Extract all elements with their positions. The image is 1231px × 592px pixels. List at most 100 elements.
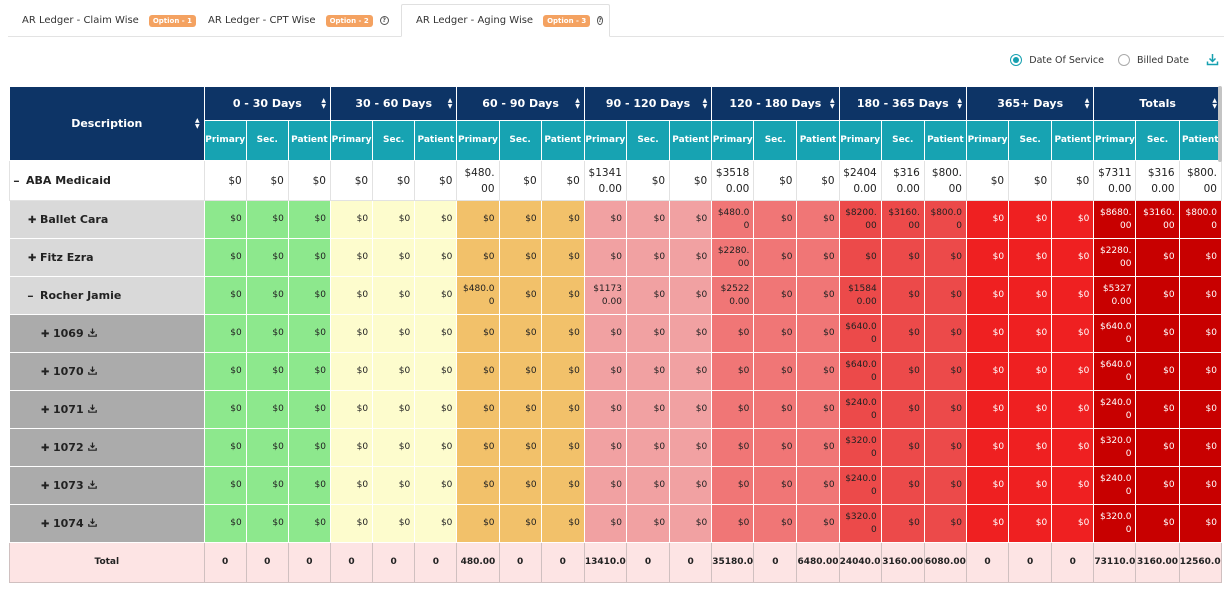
- column-subheader[interactable]: Patient: [923, 120, 967, 161]
- column-subheader[interactable]: Sec.: [498, 120, 542, 161]
- amount-cell: $8680.00: [1093, 200, 1137, 239]
- column-subheader[interactable]: Sec.: [625, 120, 671, 161]
- amount-cell: $0: [245, 200, 289, 239]
- column-group-header[interactable]: 365+ Days ▲ ▼: [965, 86, 1095, 121]
- aging-table-container[interactable]: Description ▲ ▼ 0 - 30 Days ▲ ▼ 30 - 60 Days…: [9, 86, 1222, 584]
- column-subheader[interactable]: Sec.: [753, 120, 798, 161]
- column-group-header[interactable]: 0 - 30 Days ▲ ▼: [203, 86, 332, 121]
- column-subheader[interactable]: Primary: [456, 120, 500, 161]
- help-icon[interactable]: ?: [597, 16, 603, 25]
- sort-icon[interactable]: ▲ ▼: [194, 116, 200, 130]
- tab-aging-wise[interactable]: AR Ledger - Aging Wise Option - 3 ?: [401, 4, 610, 37]
- download-icon[interactable]: [87, 328, 97, 340]
- column-subheader[interactable]: Patient: [540, 120, 585, 161]
- download-icon[interactable]: [87, 404, 97, 416]
- amount-cell: $480.00: [711, 200, 755, 239]
- amount-cell: $640.00: [838, 314, 882, 353]
- amount-cell: $0: [540, 160, 585, 201]
- amount-cell: $0: [414, 504, 458, 543]
- expand-icon[interactable]: ✚: [28, 215, 37, 226]
- tab-claim-wise[interactable]: AR Ledger - Claim Wise Option - 1: [8, 4, 196, 37]
- column-subheader[interactable]: Sec.: [372, 120, 416, 161]
- amount-cell: $0: [456, 352, 500, 391]
- table-row[interactable]: ✚ 1073 $0 $0 $0 $0 $0 $0 $0 $0 $0 $0 $0 $0 $0 $0 $0 $240.…: [9, 466, 1222, 505]
- radio-label: Date Of Service: [1029, 54, 1104, 66]
- radio-billed-date[interactable]: Billed Date: [1117, 54, 1189, 66]
- table-row[interactable]: ✚ 1074 $0 $0 $0 $0 $0 $0 $0 $0 $0 $0 $0 $0 $0 $0 $0 $320.…: [9, 504, 1222, 543]
- column-subheader[interactable]: Sec.: [1135, 120, 1180, 161]
- column-subheader[interactable]: Patient: [414, 120, 458, 161]
- column-subheader[interactable]: Primary: [329, 120, 374, 161]
- tab-cpt-wise[interactable]: AR Ledger - CPT Wise Option - 2 ?: [194, 4, 401, 37]
- sort-icon[interactable]: ▲ ▼: [829, 96, 835, 110]
- column-subheader[interactable]: Primary: [711, 120, 755, 161]
- sort-icon[interactable]: ▲ ▼: [447, 96, 453, 110]
- column-subheader[interactable]: Patient: [669, 120, 713, 161]
- amount-cell: $0: [372, 276, 416, 315]
- column-subheader[interactable]: Patient: [287, 120, 332, 161]
- table-row[interactable]: ✚ Fitz Ezra $0 $0 $0 $0 $0 $0 $0 $0 $0 $0 $0 $0 $2280.…: [9, 238, 1222, 277]
- expand-icon[interactable]: ✚: [41, 481, 50, 492]
- table-row[interactable]: ✚ 1072 $0 $0 $0 $0 $0 $0 $0 $0 $0 $0 $0 $0 $0 $0 $0 $320.…: [9, 428, 1222, 467]
- amount-cell: $0: [203, 238, 247, 277]
- download-icon[interactable]: [87, 518, 97, 530]
- column-subheader[interactable]: Primary: [965, 120, 1010, 161]
- sort-icon[interactable]: ▲ ▼: [957, 96, 962, 110]
- column-group-header[interactable]: 180 - 365 Days ▲ ▼: [838, 86, 967, 121]
- amount-cell: $0: [329, 390, 374, 429]
- expand-icon[interactable]: ✚: [41, 367, 50, 378]
- sort-icon[interactable]: ▲ ▼: [1212, 96, 1217, 110]
- sort-icon[interactable]: ▲ ▼: [321, 96, 326, 110]
- column-subheader[interactable]: Patient: [1178, 120, 1222, 161]
- column-subheader[interactable]: Patient: [796, 120, 840, 161]
- download-icon[interactable]: [87, 442, 97, 454]
- amount-cell: $0: [287, 466, 332, 505]
- amount-cell: $0: [923, 390, 967, 429]
- amount-cell: $800.00: [1178, 200, 1222, 239]
- column-subheader[interactable]: Primary: [1093, 120, 1137, 161]
- sort-icon[interactable]: ▲ ▼: [575, 96, 580, 110]
- table-row[interactable]: ━ ABA Medicaid $0 $0 $0 $0 $0 $0 $480.00 $0 $0 $134…: [9, 160, 1222, 201]
- column-header-description[interactable]: Description ▲ ▼: [9, 86, 205, 161]
- sort-icon[interactable]: ▲ ▼: [702, 96, 708, 110]
- expand-icon[interactable]: ✚: [28, 253, 37, 264]
- expand-icon[interactable]: ✚: [41, 329, 50, 340]
- table-row[interactable]: ✚ 1069 $0 $0 $0 $0 $0 $0 $0 $0 $0 $0 $0 $0 $0 $0 $0 $640.…: [9, 314, 1222, 353]
- total-cell: 0: [1008, 542, 1053, 583]
- expand-icon[interactable]: ✚: [41, 519, 50, 530]
- column-subheader[interactable]: Sec.: [880, 120, 925, 161]
- radio-date-of-service[interactable]: Date Of Service: [1010, 54, 1104, 66]
- collapse-icon[interactable]: ━: [28, 292, 33, 301]
- sort-icon[interactable]: ▲ ▼: [1084, 96, 1090, 110]
- column-subheader[interactable]: Sec.: [245, 120, 289, 161]
- table-row[interactable]: ━ Rocher Jamie $0 $0 $0 $0 $0 $0 $480.00 $0 $0 $117…: [9, 276, 1222, 315]
- amount-cell: $0: [1178, 466, 1222, 505]
- column-group-header[interactable]: 30 - 60 Days ▲ ▼: [329, 86, 458, 121]
- table-row[interactable]: ✚ 1070 $0 $0 $0 $0 $0 $0 $0 $0 $0 $0 $0 $0 $0 $0 $0 $640.…: [9, 352, 1222, 391]
- table-row[interactable]: ✚ 1071 $0 $0 $0 $0 $0 $0 $0 $0 $0 $0 $0 $0 $0 $0 $0 $240.…: [9, 390, 1222, 429]
- column-group-header[interactable]: 60 - 90 Days ▲ ▼: [456, 86, 585, 121]
- column-subheader[interactable]: Primary: [838, 120, 882, 161]
- amount-cell: $0: [540, 238, 585, 277]
- column-group-header[interactable]: Totals ▲ ▼: [1093, 86, 1222, 121]
- column-subheader[interactable]: Primary: [203, 120, 247, 161]
- download-icon[interactable]: [87, 480, 97, 492]
- table-row[interactable]: ✚ Ballet Cara $0 $0 $0 $0 $0 $0 $0 $0 $0 $0 $0 $0 $480…: [9, 200, 1222, 239]
- row-description: ✚ 1074: [9, 504, 205, 543]
- vertical-scrollbar[interactable]: [1218, 86, 1222, 162]
- column-group-header[interactable]: 120 - 180 Days ▲ ▼: [711, 86, 840, 121]
- download-icon[interactable]: [87, 366, 97, 378]
- column-subheader[interactable]: Sec.: [1008, 120, 1053, 161]
- amount-cell: $0: [965, 390, 1010, 429]
- row-description: ✚ Fitz Ezra: [9, 238, 205, 277]
- column-subheader[interactable]: Patient: [1051, 120, 1095, 161]
- expand-icon[interactable]: ✚: [41, 443, 50, 454]
- amount-cell: $240.00: [1093, 466, 1137, 505]
- export-download-icon[interactable]: [1205, 53, 1219, 67]
- collapse-icon[interactable]: ━: [14, 177, 19, 186]
- column-subheader[interactable]: Primary: [583, 120, 627, 161]
- amount-cell: $240.00: [838, 466, 882, 505]
- expand-icon[interactable]: ✚: [41, 405, 50, 416]
- column-group-header[interactable]: 90 - 120 Days ▲ ▼: [583, 86, 713, 121]
- help-icon[interactable]: ?: [379, 16, 389, 25]
